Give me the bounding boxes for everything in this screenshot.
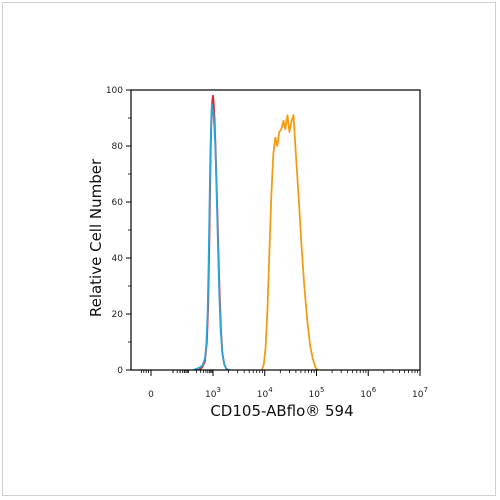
y-tick-label: 0 [117,366,123,376]
x-tick-label: 103 [205,386,221,400]
series-line-2 [193,103,230,371]
x-tick-label: 0 [148,390,154,400]
y-tick-label: 40 [112,254,124,264]
x-axis-title: CD105-ABflo® 594 [210,402,353,420]
series-line-3 [261,114,319,371]
series-line-1 [198,94,230,371]
axes-layer: 0 20 40 60 80 100 0 103 104 105 106 107 [106,86,428,400]
plot-box [130,89,421,371]
chart-frame [2,2,496,496]
y-tick-label: 20 [112,310,124,320]
x-tick-label: 107 [412,386,428,400]
y-tick-label: 100 [106,86,123,96]
series-layer [193,94,319,371]
y-tick-label: 60 [112,198,124,208]
x-tick-label: 104 [257,386,273,400]
y-tick-label: 80 [112,142,124,152]
x-tick-label: 105 [309,386,325,400]
y-axis-title: Relative Cell Number [87,158,105,317]
x-tick-label: 106 [360,386,376,400]
